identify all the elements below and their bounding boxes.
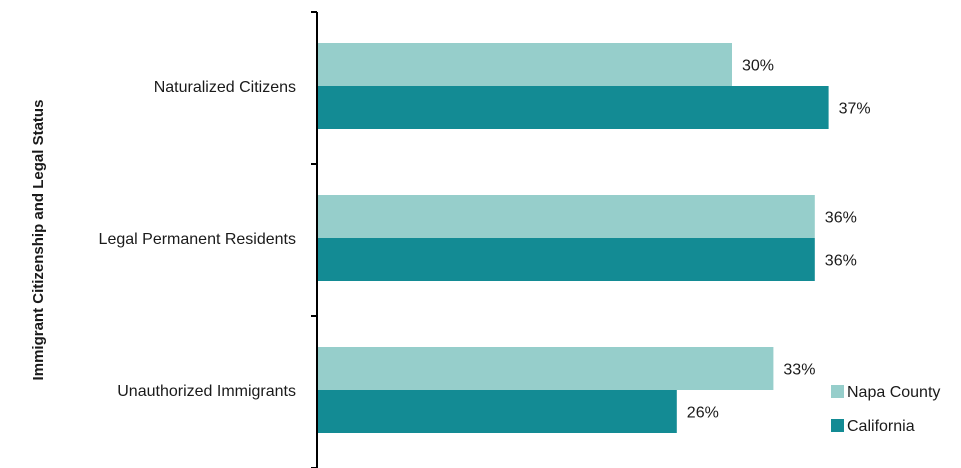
value-labels: 30% 37% 36% 36% 33% 26% (687, 58, 871, 422)
bar-napa-county-naturalized-citizens (318, 43, 732, 86)
category-axis (311, 11, 318, 468)
y-axis-title: Immigrant Citizenship and Legal Status (30, 100, 47, 381)
bar-california-legal-permanent-residents (318, 238, 815, 281)
bar-napa-county-legal-permanent-residents (318, 195, 815, 238)
legend-swatch-napa-county (831, 385, 844, 398)
category-label-legal-permanent-residents: Legal Permanent Residents (99, 231, 296, 248)
value-label-california-unauthorized-immigrants: 26% (687, 405, 719, 422)
bar-napa-county-unauthorized-immigrants (318, 347, 774, 390)
value-label-napa-county-legal-permanent-residents: 36% (825, 210, 857, 227)
value-label-california-legal-permanent-residents: 36% (825, 253, 857, 270)
category-labels: Naturalized Citizens Legal Permanent Resi… (99, 79, 296, 400)
category-label-unauthorized-immigrants: Unauthorized Immigrants (117, 383, 296, 400)
legend-swatch-california (831, 419, 844, 432)
category-label-naturalized-citizens: Naturalized Citizens (154, 79, 296, 96)
value-label-napa-county-unauthorized-immigrants: 33% (783, 362, 815, 379)
legend-label-napa-county: Napa County (847, 384, 940, 401)
legend: Napa County California (831, 384, 940, 435)
value-label-napa-county-naturalized-citizens: 30% (742, 58, 774, 75)
value-label-california-naturalized-citizens: 37% (839, 101, 871, 118)
bar-california-unauthorized-immigrants (318, 390, 677, 433)
bars (318, 43, 829, 433)
bar-california-naturalized-citizens (318, 86, 829, 129)
legend-label-california: California (847, 418, 915, 435)
